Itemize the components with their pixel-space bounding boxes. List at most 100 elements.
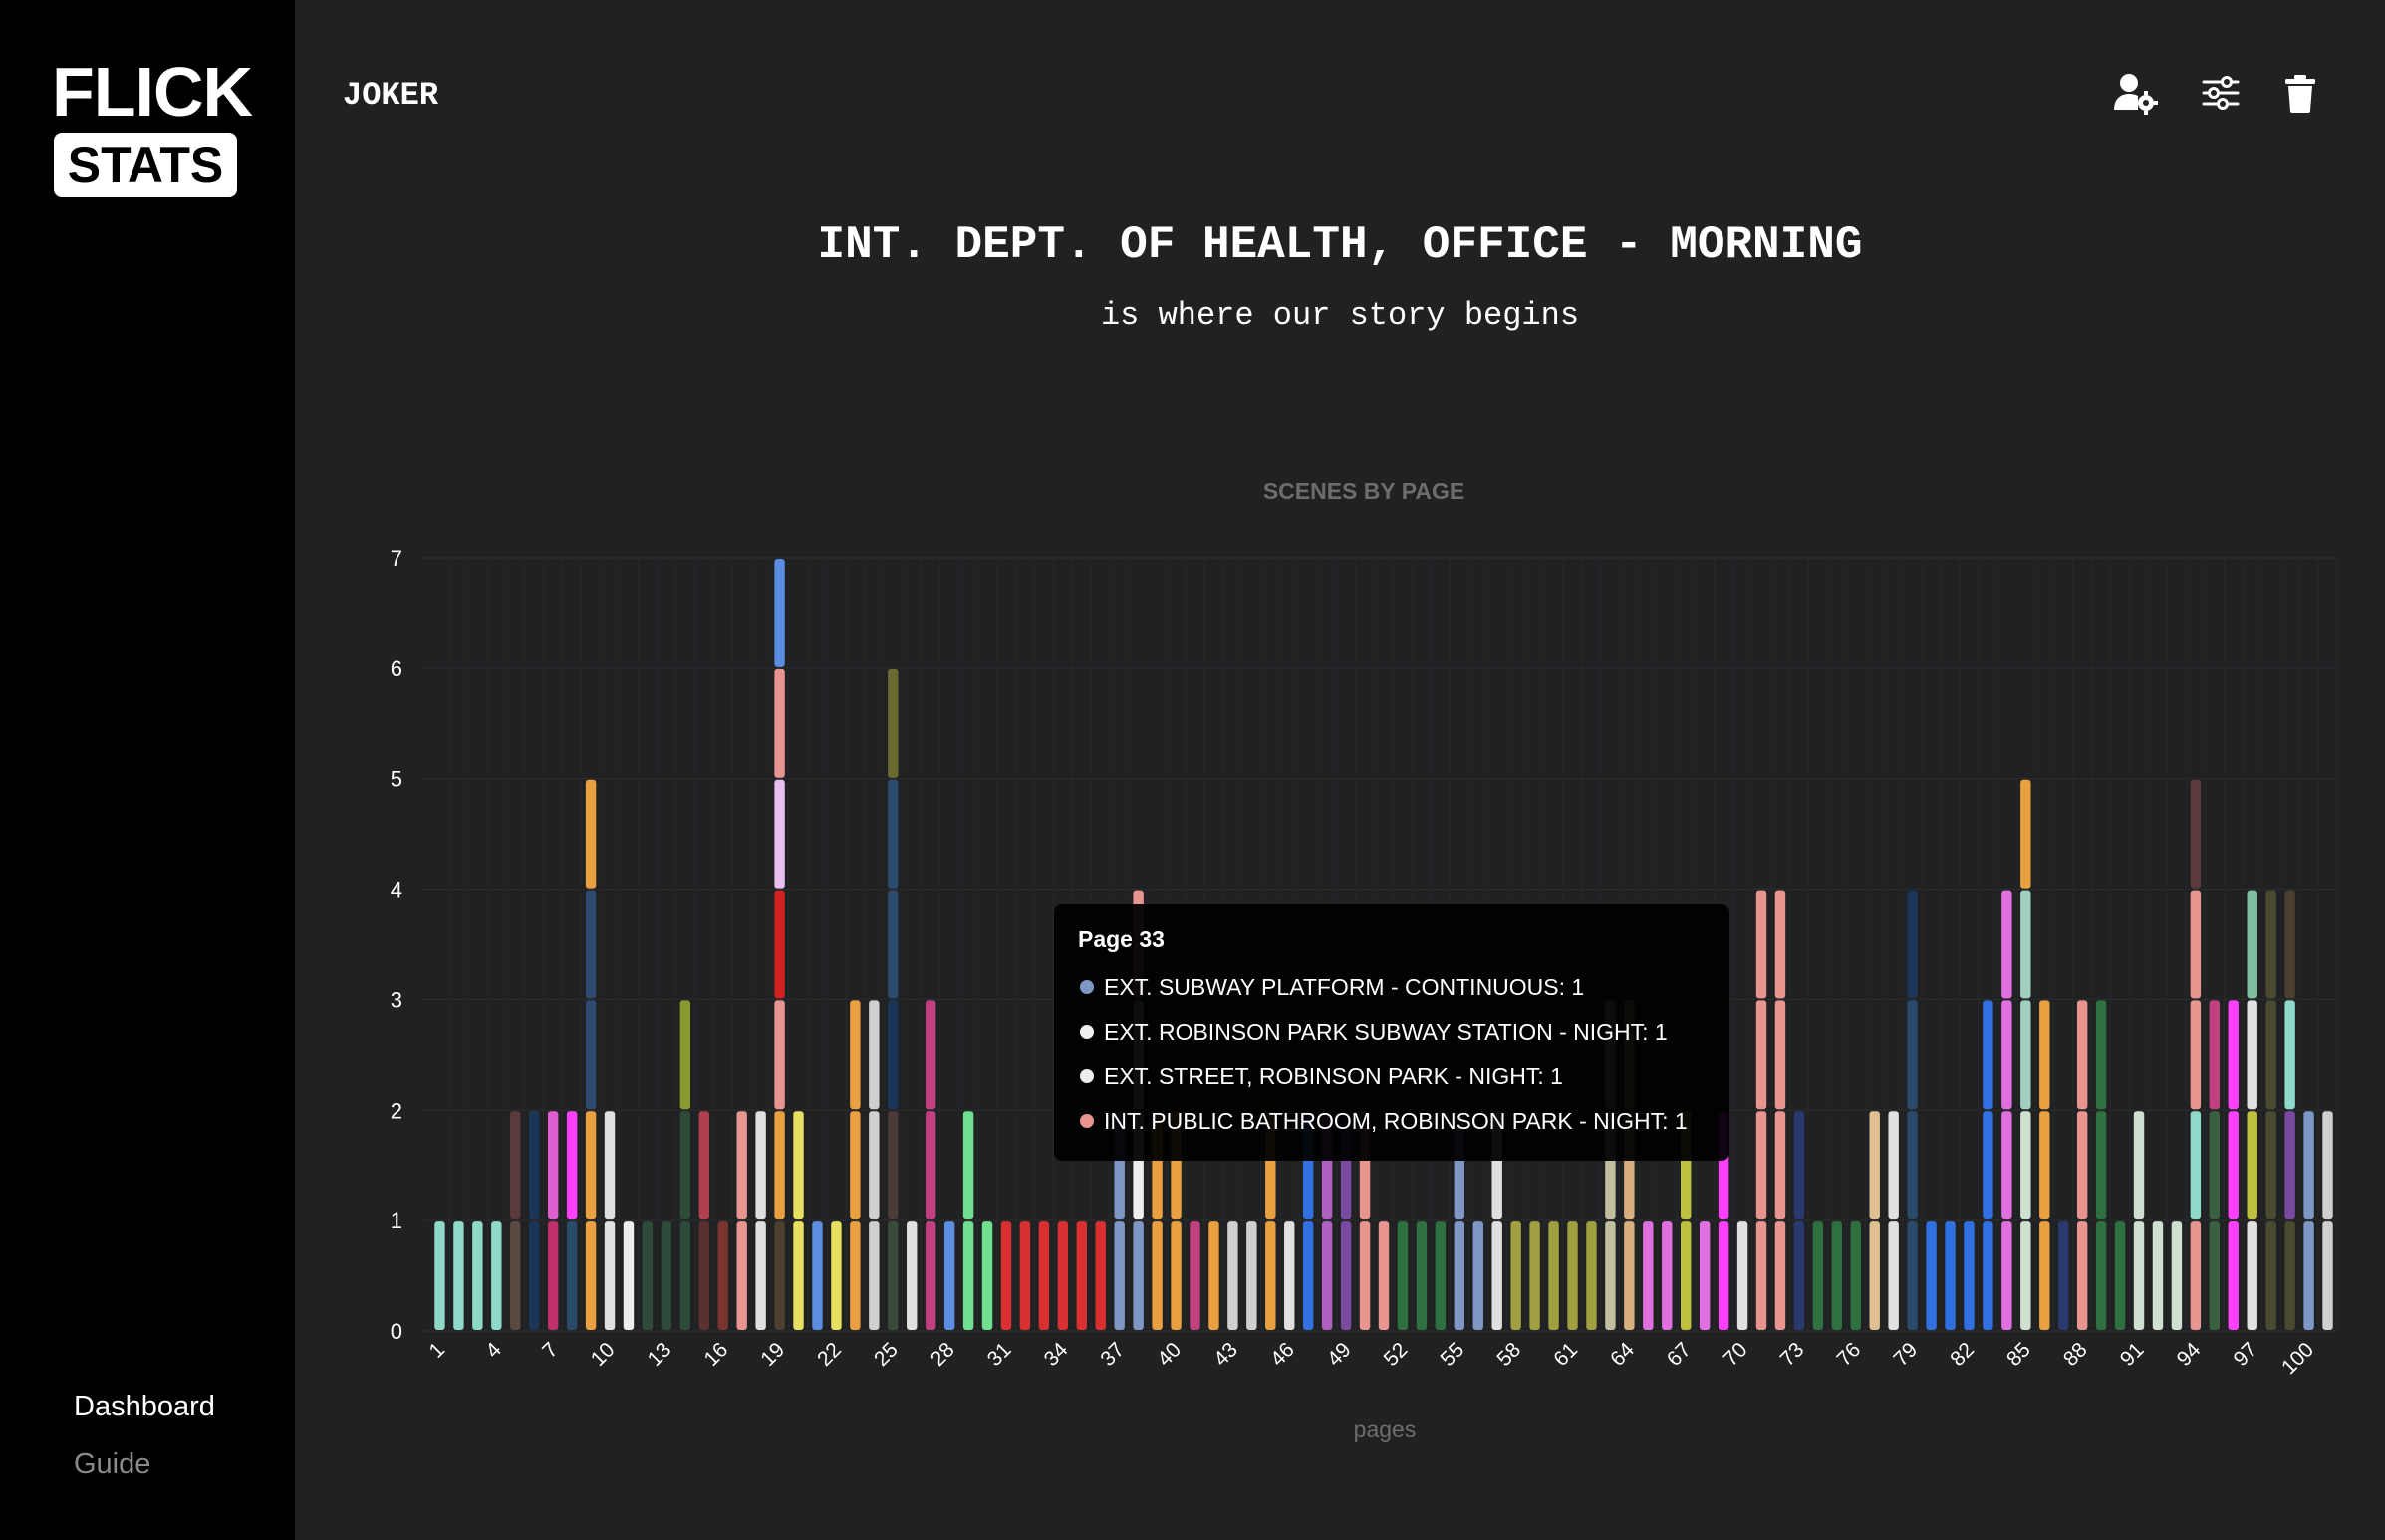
bar-segment[interactable] [1964,1221,1975,1330]
bar-segment[interactable] [2020,1111,2031,1220]
bar-segment[interactable] [793,1111,804,1220]
bar-segment[interactable] [2190,1221,2202,1330]
bar-segment[interactable] [888,779,899,889]
bar-segment[interactable] [1755,1000,1767,1110]
bar-segment[interactable] [2133,1111,2145,1220]
bar-segment[interactable] [793,1221,804,1330]
bar-segment[interactable] [2284,1221,2295,1330]
bar-segment[interactable] [755,1221,766,1330]
bar-segment[interactable] [1302,1221,1314,1330]
bar-segment[interactable] [2284,890,2295,999]
bar-segment[interactable] [679,1221,691,1330]
bar-segment[interactable] [2058,1221,2069,1330]
bar-segment[interactable] [1359,1221,1371,1330]
bar-segment[interactable] [1472,1221,1483,1330]
bar-segment[interactable] [736,1221,747,1330]
bar-segment[interactable] [755,1111,766,1220]
bar-segment[interactable] [1793,1111,1805,1220]
bar-segment[interactable] [547,1221,559,1330]
bar-segment[interactable] [2284,1000,2295,1110]
bar-segment[interactable] [510,1221,521,1330]
bar-segment[interactable] [679,1000,691,1110]
bar-segment[interactable] [1378,1221,1390,1330]
bar-segment[interactable] [661,1221,672,1330]
bar-segment[interactable] [2171,1221,2183,1330]
bar-segment[interactable] [1755,1221,1767,1330]
bar-segment[interactable] [869,1111,880,1220]
bar-segment[interactable] [1907,1111,1918,1220]
bar-segment[interactable] [510,1111,521,1220]
bar-segment[interactable] [1624,1221,1635,1330]
bar-segment[interactable] [1774,890,1786,999]
bar-segment[interactable] [1454,1221,1465,1330]
bar-segment[interactable] [1321,1221,1333,1330]
bar-segment[interactable] [642,1221,654,1330]
bar-segment[interactable] [1869,1111,1880,1220]
bar-segment[interactable] [1397,1221,1409,1330]
bar-segment[interactable] [1095,1221,1106,1330]
bar-segment[interactable] [962,1111,974,1220]
bar-segment[interactable] [1718,1221,1729,1330]
bar-segment[interactable] [1019,1221,1031,1330]
bar-segment[interactable] [1076,1221,1088,1330]
bar-segment[interactable] [1907,890,1918,999]
bar-segment[interactable] [2001,1000,2012,1110]
bar-segment[interactable] [774,1221,785,1330]
bar-segment[interactable] [2209,1221,2221,1330]
bar-segment[interactable] [1038,1221,1050,1330]
bar-segment[interactable] [2020,779,2031,889]
bar-segment[interactable] [2284,1111,2295,1220]
bar-segment[interactable] [1510,1221,1521,1330]
bar-segment[interactable] [2076,1000,2088,1110]
bar-segment[interactable] [2190,779,2202,889]
bar-segment[interactable] [1114,1221,1125,1330]
user-settings-icon[interactable] [2112,70,2158,116]
bar-segment[interactable] [1567,1221,1578,1330]
bar-segment[interactable] [2020,890,2031,999]
bar-segment[interactable] [2228,1111,2239,1220]
bar-segment[interactable] [529,1221,540,1330]
bar-segment[interactable] [1529,1221,1540,1330]
bar-segment[interactable] [2190,1111,2202,1220]
bar-segment[interactable] [2303,1221,2314,1330]
bar-segment[interactable] [1284,1221,1295,1330]
bar-segment[interactable] [2095,1111,2107,1220]
bar-segment[interactable] [1133,1221,1144,1330]
bar-segment[interactable] [529,1111,540,1220]
bar-segment[interactable] [925,1000,936,1110]
bar-segment[interactable] [2247,1111,2257,1220]
bar-segment[interactable] [1680,1221,1692,1330]
bar-segment[interactable] [2228,1000,2239,1110]
bar-segment[interactable] [1945,1221,1956,1330]
bar-segment[interactable] [1548,1221,1559,1330]
bar-segment[interactable] [2152,1221,2164,1330]
bar-segment[interactable] [2265,1221,2276,1330]
bar-segment[interactable] [2247,890,2257,999]
bar-segment[interactable] [2114,1221,2126,1330]
bar-segment[interactable] [925,1111,936,1220]
bar-segment[interactable] [1793,1221,1805,1330]
bar-segment[interactable] [2247,1000,2257,1110]
bar-segment[interactable] [774,779,785,889]
bar-segment[interactable] [869,1000,880,1110]
bar-segment[interactable] [1812,1221,1824,1330]
nav-guide[interactable]: Guide [74,1448,151,1480]
bar-segment[interactable] [2133,1221,2145,1330]
bar-segment[interactable] [2039,1111,2050,1220]
bar-segment[interactable] [2039,1221,2050,1330]
bar-segment[interactable] [2095,1221,2107,1330]
bar-segment[interactable] [1340,1221,1352,1330]
bar-segment[interactable] [2095,1000,2107,1110]
bar-segment[interactable] [925,1221,936,1330]
bar-segment[interactable] [623,1221,635,1330]
bar-segment[interactable] [2001,1111,2012,1220]
bar-segment[interactable] [812,1221,823,1330]
bar-segment[interactable] [604,1221,616,1330]
bar-segment[interactable] [1227,1221,1238,1330]
bar-segment[interactable] [2265,890,2276,999]
bar-segment[interactable] [585,890,597,999]
bar-segment[interactable] [1152,1221,1163,1330]
bar-segment[interactable] [1850,1221,1861,1330]
trash-icon[interactable] [2277,70,2323,116]
bar-segment[interactable] [585,779,597,889]
